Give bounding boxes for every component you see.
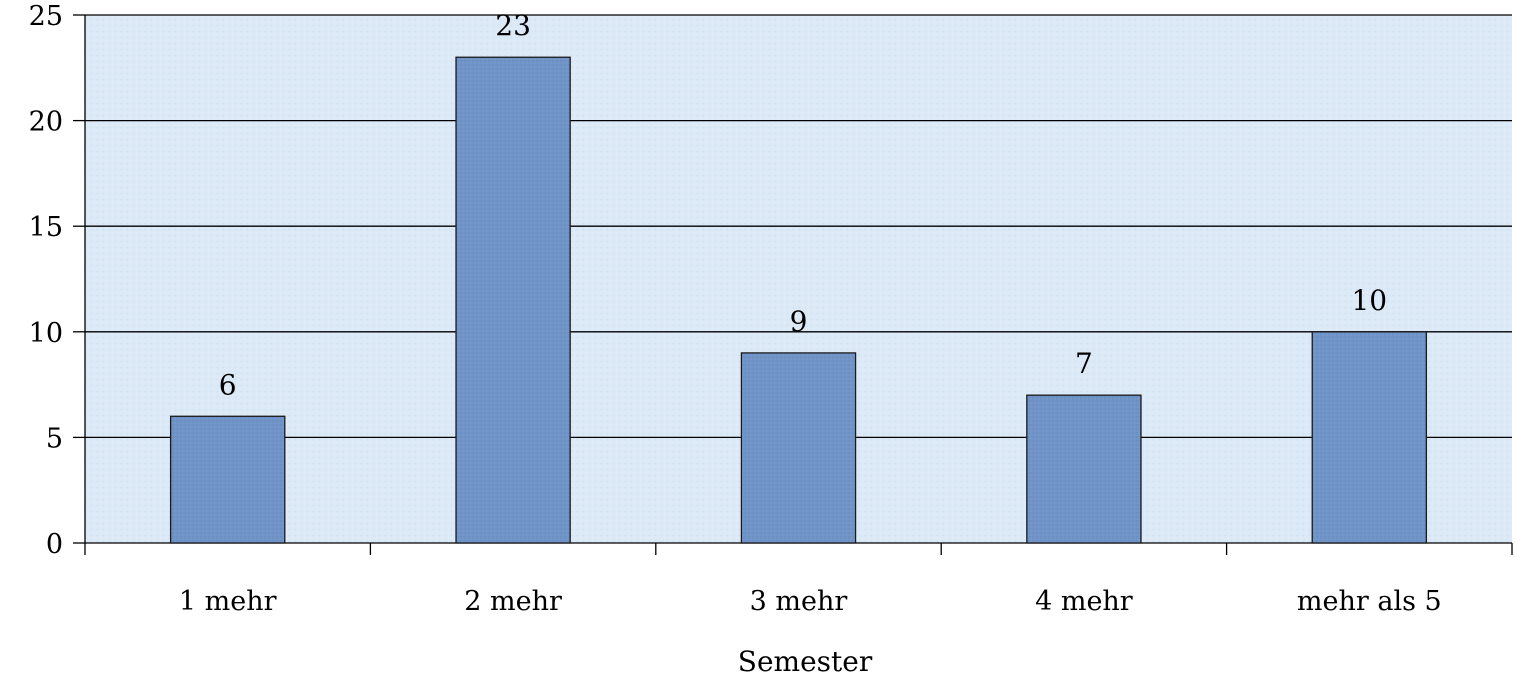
data-label: 7: [1075, 347, 1093, 380]
y-tick-label: 10: [29, 318, 63, 349]
bar: [1312, 332, 1426, 543]
category-label: mehr als 5: [1297, 586, 1442, 617]
bar: [741, 353, 855, 543]
y-tick-label: 15: [29, 212, 63, 243]
data-label: 9: [790, 305, 808, 338]
y-tick-label: 0: [46, 529, 63, 560]
y-tick-label: 5: [46, 423, 63, 454]
data-label: 6: [219, 368, 237, 401]
bar: [456, 57, 570, 543]
x-axis-title: Semester: [738, 645, 873, 678]
category-label: 1 mehr: [179, 586, 277, 617]
y-tick-label: 20: [29, 107, 63, 138]
y-tick-label: 25: [29, 1, 63, 32]
data-label: 10: [1351, 284, 1387, 317]
bar: [171, 416, 285, 543]
data-label: 23: [495, 9, 531, 42]
category-label: 2 mehr: [464, 586, 562, 617]
category-label: 4 mehr: [1035, 586, 1133, 617]
category-label: 3 mehr: [750, 586, 848, 617]
bar: [1027, 395, 1141, 543]
